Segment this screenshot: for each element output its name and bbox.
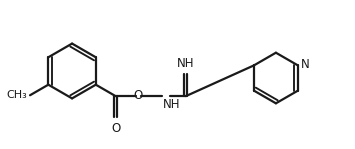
Text: O: O: [133, 89, 143, 102]
Text: CH₃: CH₃: [6, 90, 27, 100]
Text: NH: NH: [177, 57, 195, 70]
Text: N: N: [301, 58, 310, 71]
Text: O: O: [111, 122, 120, 135]
Text: NH: NH: [163, 98, 180, 111]
